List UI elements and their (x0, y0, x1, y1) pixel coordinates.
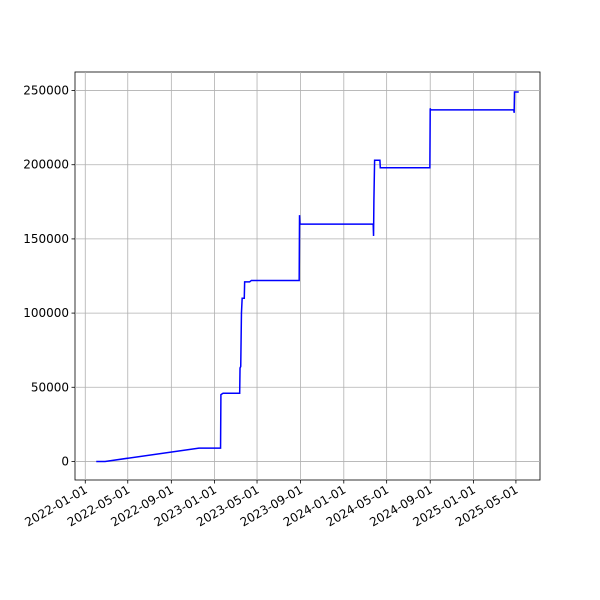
y-tick-label: 250000 (23, 84, 69, 98)
plot-frame (74, 71, 541, 481)
data-line (96, 91, 519, 463)
y-tick-label: 0 (61, 454, 69, 468)
y-tick-label: 50000 (31, 380, 69, 394)
y-tick-label: 150000 (23, 232, 69, 246)
y-tick-label: 100000 (23, 306, 69, 320)
y-tick-label: 200000 (23, 158, 69, 172)
